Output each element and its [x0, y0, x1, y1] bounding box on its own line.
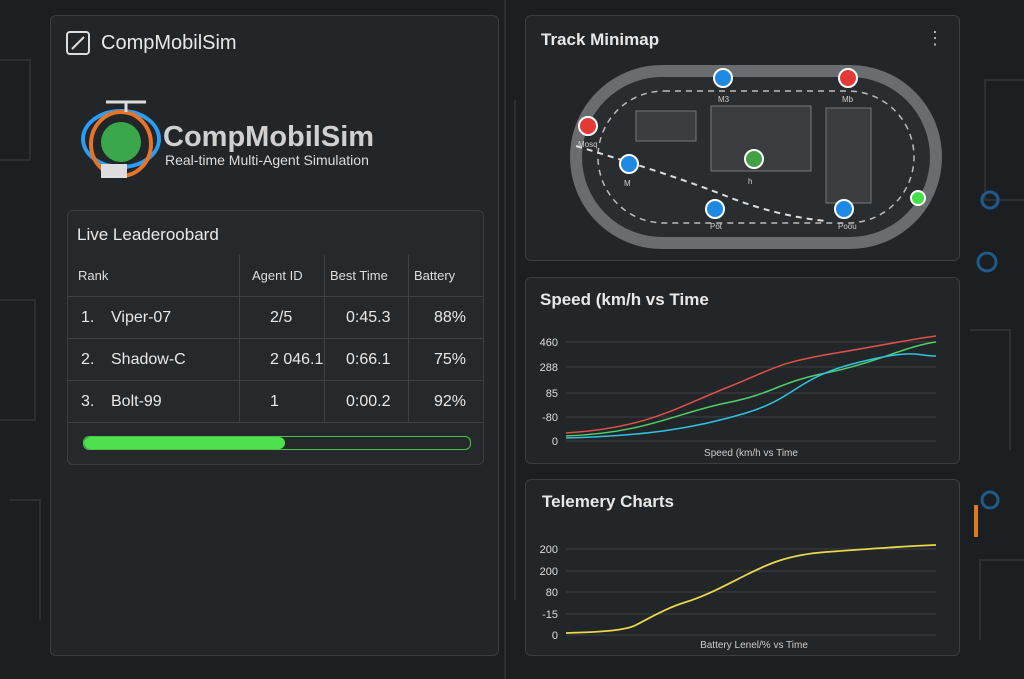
map-label: Mosq: [578, 140, 598, 149]
speed-xlabel: Speed (km/h vs Time: [704, 448, 798, 459]
map-label: h: [748, 177, 752, 186]
speed-title: Speed (km/h vs Time: [540, 290, 709, 309]
progress-track: [83, 436, 471, 450]
column-header: Best Time: [330, 268, 388, 283]
table-cell: Bolt-99: [111, 393, 162, 410]
menu-button[interactable]: ⋮: [926, 28, 944, 48]
y-tick-label: 0: [552, 630, 558, 642]
row-divider: [68, 380, 483, 381]
logo-name: CompMobilSim: [163, 121, 375, 153]
map-label: M: [624, 179, 631, 188]
progress-fill: [84, 437, 285, 449]
app-icon: [66, 31, 90, 55]
telemetry-title: Telemery Charts: [542, 492, 674, 511]
logo-tagline: Real-time Multi-Agent Simulation: [165, 152, 369, 168]
col-divider: [324, 255, 325, 423]
row-divider: [68, 296, 483, 297]
leaderboard: Live Leaderoobard Rank Agent ID Best Time B…: [67, 210, 484, 465]
y-tick-label: 85: [546, 388, 558, 400]
y-tick-label: 0: [552, 436, 558, 448]
table-cell: 2.: [81, 351, 95, 368]
column-header: Battery: [414, 268, 456, 283]
map-label: Pot: [710, 222, 723, 231]
y-tick-label: -15: [542, 609, 558, 621]
map-label: M3: [718, 95, 730, 104]
col-divider: [408, 255, 409, 423]
telemetry-chart: 200 200 80 -15 0 Battery Lenel/% vs Time: [540, 544, 937, 651]
table-cell: 92%: [434, 393, 467, 410]
table-cell: Viper-07: [111, 309, 172, 326]
table-cell: 0:66.1: [346, 351, 391, 368]
leaderboard-title: Live Leaderoobard: [77, 225, 219, 244]
column-header: Rank: [78, 268, 109, 283]
minimap: Mosq M3 Mb M h Pot Poou: [570, 65, 942, 249]
y-tick-label: 288: [540, 362, 558, 374]
row-divider: [68, 422, 483, 423]
table-cell: 88%: [434, 309, 467, 326]
row-divider: [68, 338, 483, 339]
logo-icon: [81, 100, 161, 178]
col-divider: [239, 255, 240, 423]
y-tick-label: 460: [540, 337, 558, 349]
y-tick-label: 200: [540, 544, 558, 556]
y-tick-label: 80: [546, 587, 558, 599]
left-panel: CompMobilSim CompMobilSim Real-time Mult…: [50, 15, 499, 656]
minimap-title: Track Minimap: [541, 30, 660, 49]
map-label: Mb: [842, 95, 854, 104]
telemetry-xlabel: Battery Lenel/% vs Time: [700, 640, 808, 651]
table-cell: 3.: [81, 393, 95, 410]
app-title: CompMobilSim: [101, 32, 237, 54]
map-label: Poou: [838, 222, 857, 231]
table-cell: 2/5: [270, 309, 293, 326]
table-cell: 0:45.3: [346, 309, 391, 326]
speed-chart: 460 288 85 -80 0 Speed (km/h vs Time: [540, 335, 937, 459]
table-cell: 1: [270, 393, 279, 410]
y-tick-label: 200: [540, 566, 558, 578]
speed-panel: Speed (km/h vs Time 460 288 85 -80 0 Speed (…: [525, 277, 960, 464]
table-cell: 0:00.2: [346, 393, 391, 410]
table-cell: 75%: [434, 351, 467, 368]
column-header: Agent ID: [252, 268, 303, 283]
telemetry-panel: Telemery Charts 200 200 80 -15 0 Battery Len…: [525, 479, 960, 656]
table-cell: 2 046.1: [270, 351, 324, 368]
table-cell: 1.: [81, 309, 95, 326]
y-tick-label: -80: [542, 412, 558, 424]
table-cell: Shadow-C: [111, 351, 186, 368]
